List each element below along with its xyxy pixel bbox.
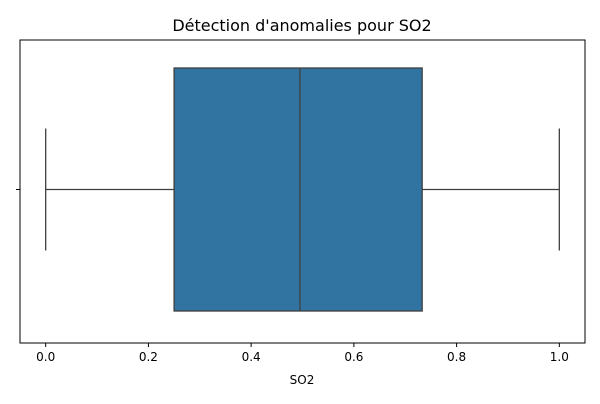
plot-area: 0.0 0.2 0.4 0.6 0.8 1.0 [16, 39, 586, 364]
x-tick-label: 0.4 [242, 350, 261, 364]
interquartile-box [173, 67, 423, 312]
x-tick-label: 0.0 [36, 350, 55, 364]
plot-frame [19, 39, 586, 344]
x-axis-label: SO2 [290, 373, 315, 387]
x-tick-label: 1.0 [550, 350, 569, 364]
x-tick-label: 0.8 [447, 350, 466, 364]
chart-title: Détection d'anomalies pour SO2 [172, 16, 431, 35]
x-tick-label: 0.6 [344, 350, 363, 364]
x-tick-label: 0.2 [139, 350, 158, 364]
